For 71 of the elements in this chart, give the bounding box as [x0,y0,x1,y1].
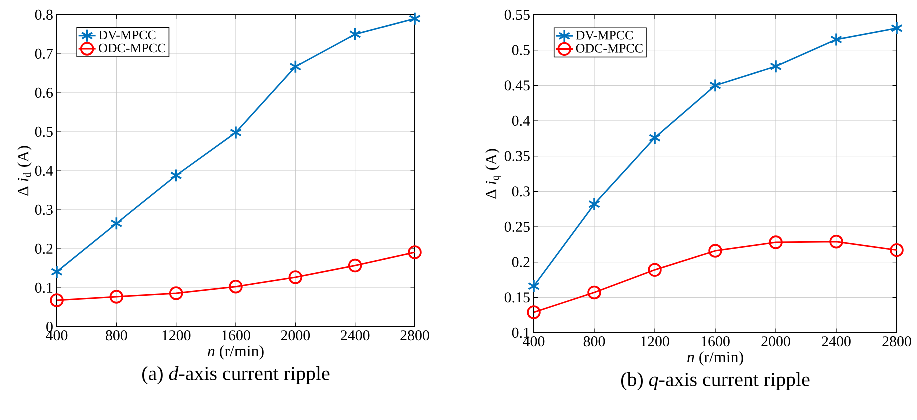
x-tick-label: 2800 [400,330,430,341]
point [50,265,64,279]
point [288,270,303,284]
point [830,32,843,47]
point [588,286,602,300]
y-tick-label: 0 [46,322,53,332]
y-axis-title: Δ i$_{d}$ (A) [17,146,32,196]
y-tick-label: 0.6 [35,88,54,98]
y-tick-label: 0.5 [35,126,53,138]
x-tick-label: 1600 [222,330,250,341]
y-tick-label: 0.5 [512,45,530,56]
point [349,28,362,42]
y-tick-label: 0.1 [35,282,53,294]
point [890,243,904,258]
point [229,280,243,294]
legend-label: DV-MPCC [98,30,156,40]
point [110,290,124,304]
x-tick-label: 2800 [882,336,912,347]
x-tick-label: 1200 [162,330,191,341]
point [830,234,844,249]
y-tick-label: 0.55 [504,10,530,20]
point [648,263,662,277]
point [348,258,362,273]
point [528,279,540,294]
x-tick-label: 1200 [641,336,670,347]
text: (a) d-axis current ripple [142,366,330,384]
y-tick-label: 0.2 [512,257,530,268]
y-tick-label: 0.3 [35,204,53,216]
y-tick-label: 0.3 [512,186,530,197]
x-axis-title: n (r/min) [688,351,744,366]
point [408,246,422,260]
point [708,244,722,258]
y-tick-label: 0.8 [35,10,53,20]
x-tick-label: 400 [46,330,68,341]
point [890,22,904,36]
legend-label: ODC-MPCC [576,44,643,53]
y-tick-label: 0.2 [35,244,53,254]
point [588,198,601,212]
y-tick-label: 0.4 [512,116,530,126]
point [769,236,783,250]
point [527,306,541,320]
y-tick-label: 0.1 [512,328,530,338]
point [230,126,242,140]
x-tick-label: 2400 [341,330,370,341]
x-tick-label: 2400 [822,336,851,347]
x-tick-label: 2000 [281,330,310,341]
point [770,60,782,74]
y-tick-label: 0.15 [504,292,530,303]
point [648,131,662,145]
y-axis-title: Δ i$_{q}$ (A) [485,149,502,199]
text: (b) q-axis current ripple [621,372,810,390]
y-tick-label: 0.4 [35,166,54,176]
point [50,294,64,308]
y-tick-label: 0.45 [504,80,530,91]
x-tick-label: 400 [523,336,545,347]
point [709,78,722,93]
x-tick-label: 2000 [762,336,790,347]
y-tick-label: 0.35 [504,151,530,162]
x-axis-title: n (r/min) [208,345,264,360]
point [170,168,182,183]
y-tick-label: 0.7 [35,48,54,60]
point [169,286,184,300]
x-tick-label: 800 [584,336,606,347]
legend-label: ODC-MPCC [99,44,166,53]
y-tick-label: 0.25 [504,222,530,232]
point [290,60,302,74]
x-tick-label: 1600 [702,336,730,347]
point [110,216,123,231]
point [408,12,422,26]
x-tick-label: 800 [106,330,128,341]
legend-label: DV-MPCC [576,31,633,40]
